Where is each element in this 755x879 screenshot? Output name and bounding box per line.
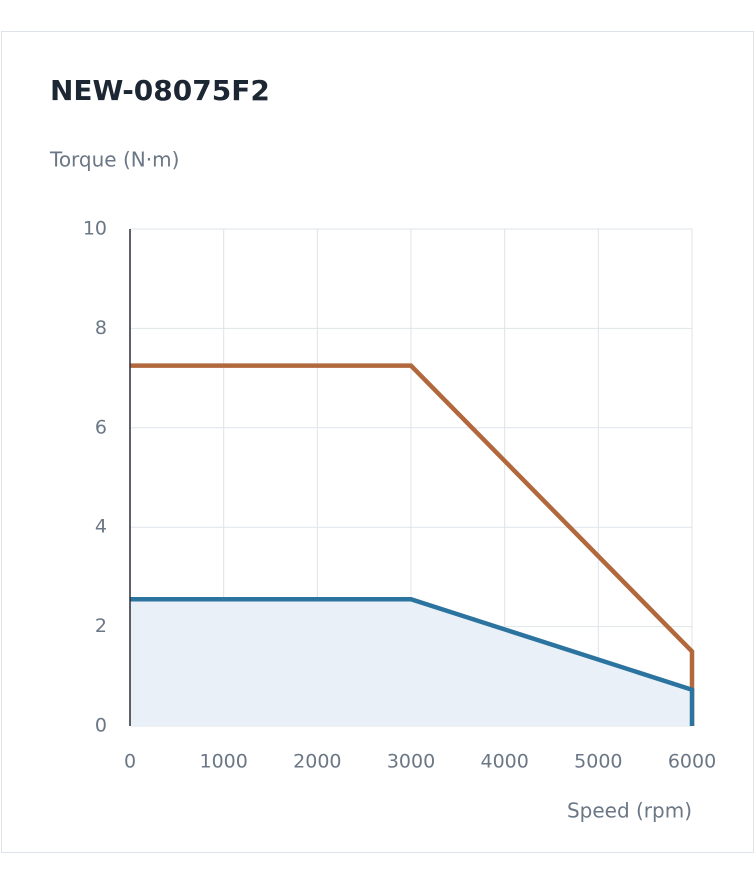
x-tick-label: 5000 <box>574 751 622 773</box>
area <box>130 599 692 726</box>
x-tick-label: 3000 <box>387 751 435 773</box>
x-tick-label: 1000 <box>199 751 247 773</box>
x-axis-label: Speed (rpm) <box>567 799 692 823</box>
y-tick-label: 10 <box>83 218 107 240</box>
x-tick-label: 6000 <box>668 751 716 773</box>
chart-title: NEW-08075F2 <box>50 74 270 107</box>
x-tick-label: 0 <box>124 751 136 773</box>
y-axis-label: Torque (N·m) <box>49 148 179 172</box>
y-tick-label: 6 <box>95 416 107 438</box>
y-tick-label: 0 <box>95 715 107 737</box>
x-tick-label: 2000 <box>293 751 341 773</box>
y-tick-label: 8 <box>95 317 107 339</box>
y-tick-label: 4 <box>95 516 107 538</box>
line <box>130 597 695 726</box>
y-tick-label: 2 <box>95 615 107 637</box>
x-tick-label: 4000 <box>480 751 528 773</box>
